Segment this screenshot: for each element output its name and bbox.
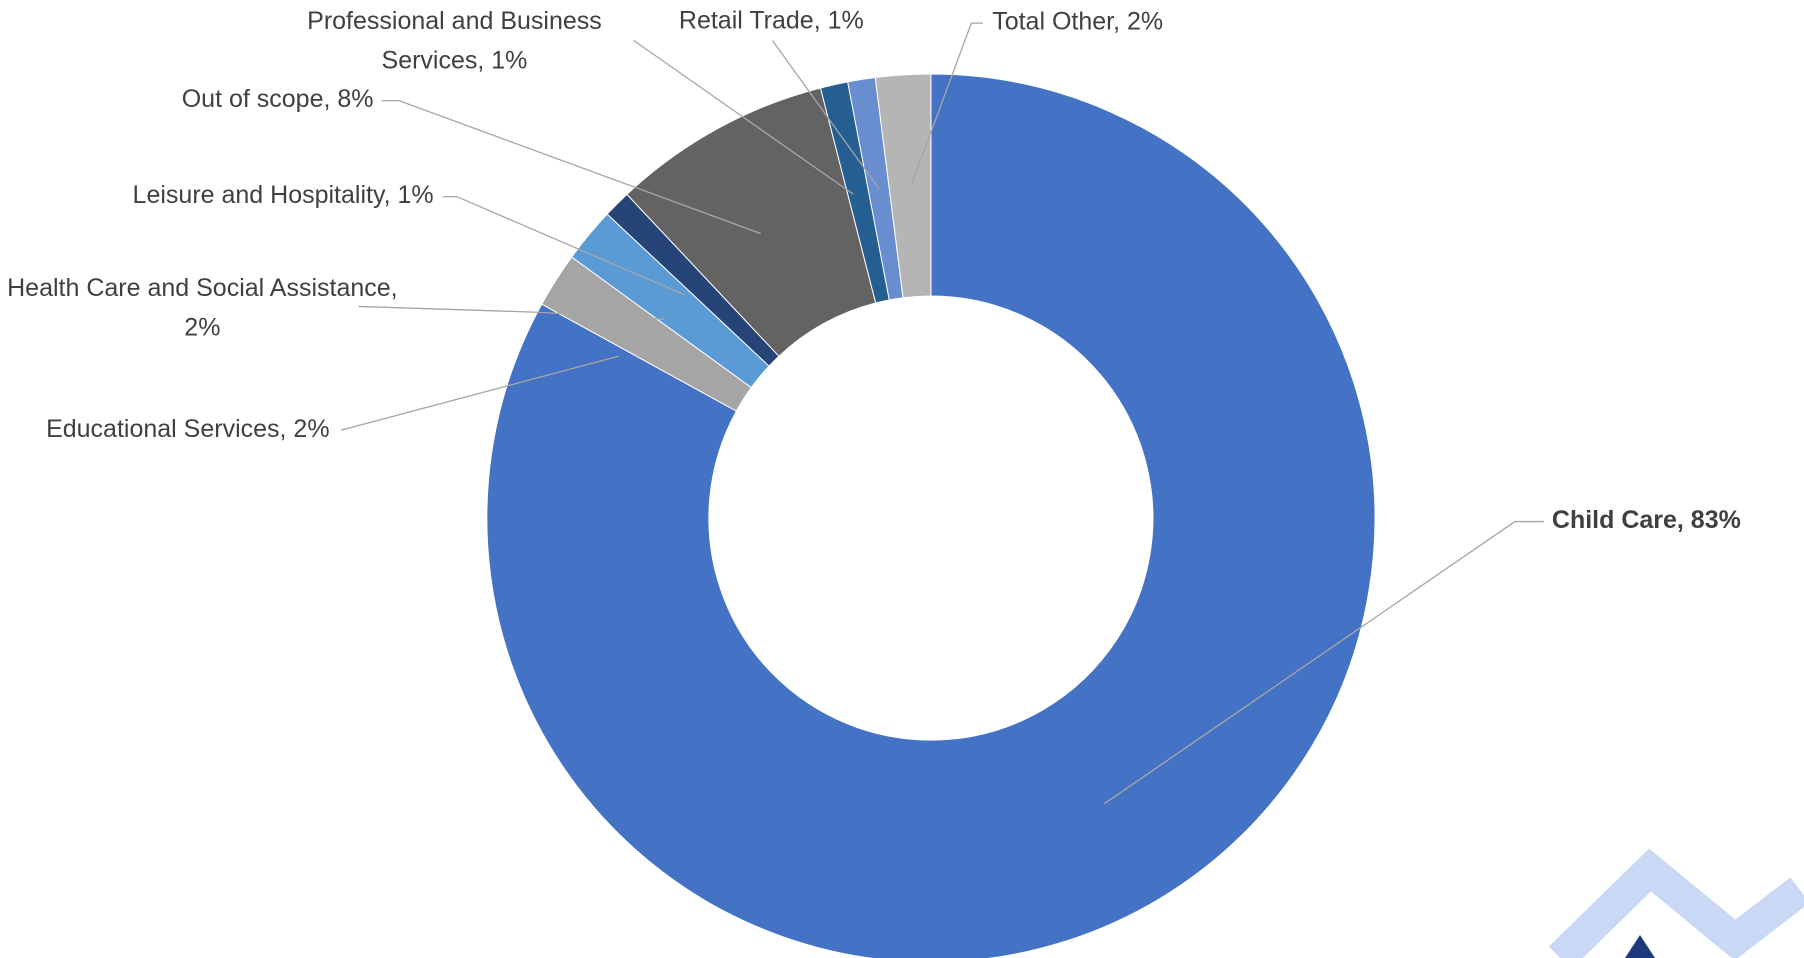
- donut-slice: [874, 73, 932, 299]
- leader-line: [633, 39, 854, 195]
- donut-slice: [486, 73, 1376, 958]
- leader-line: [381, 99, 762, 235]
- leader-line: [442, 195, 685, 296]
- leader-line: [1104, 520, 1544, 805]
- data-label: Professional and Business Services, 1%: [307, 7, 602, 74]
- data-label: Health Care and Social Assistance, 2%: [7, 274, 398, 341]
- leader-line: [771, 40, 880, 189]
- data-label: Total Other, 2%: [992, 8, 1163, 36]
- logo: [1548, 848, 1804, 958]
- leader-line: [910, 22, 983, 186]
- leader-line: [358, 305, 665, 320]
- data-label: Retail Trade, 1%: [679, 7, 864, 35]
- leader-line: [340, 355, 619, 431]
- data-label: Leisure and Hospitality, 1%: [133, 181, 434, 209]
- data-label: Educational Services, 2%: [46, 415, 329, 443]
- data-label: Child Care, 83%: [1552, 506, 1741, 534]
- data-label: Out of scope, 8%: [182, 85, 374, 113]
